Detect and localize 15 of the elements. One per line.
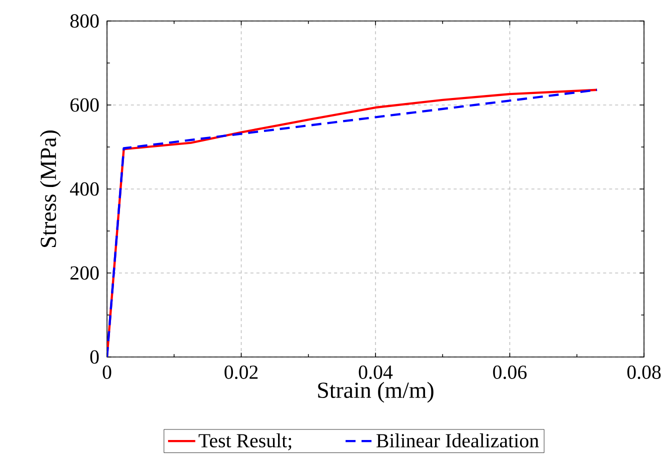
y-tick-label: 800 [70,14,99,28]
x-tick-label: 0.04 [358,366,393,380]
x-tick-label: 0.02 [224,366,258,380]
legend-label: Bilinear Idealization [376,433,539,448]
legend-label: Test Result; [198,433,292,450]
y-tick-label: 600 [70,98,99,112]
y-tick-label: 0 [90,350,99,364]
x-tick-label: 0.08 [627,366,661,380]
y-tick-label: 200 [70,266,99,280]
y-axis-title: Stress (MPa) [40,130,61,247]
y-tick-label: 400 [70,182,99,196]
line-series [107,88,598,357]
x-tick-label: 0.06 [493,366,527,380]
x-axis-title: Strain (m/m) [318,382,434,403]
x-tick-label: 0 [102,366,112,379]
